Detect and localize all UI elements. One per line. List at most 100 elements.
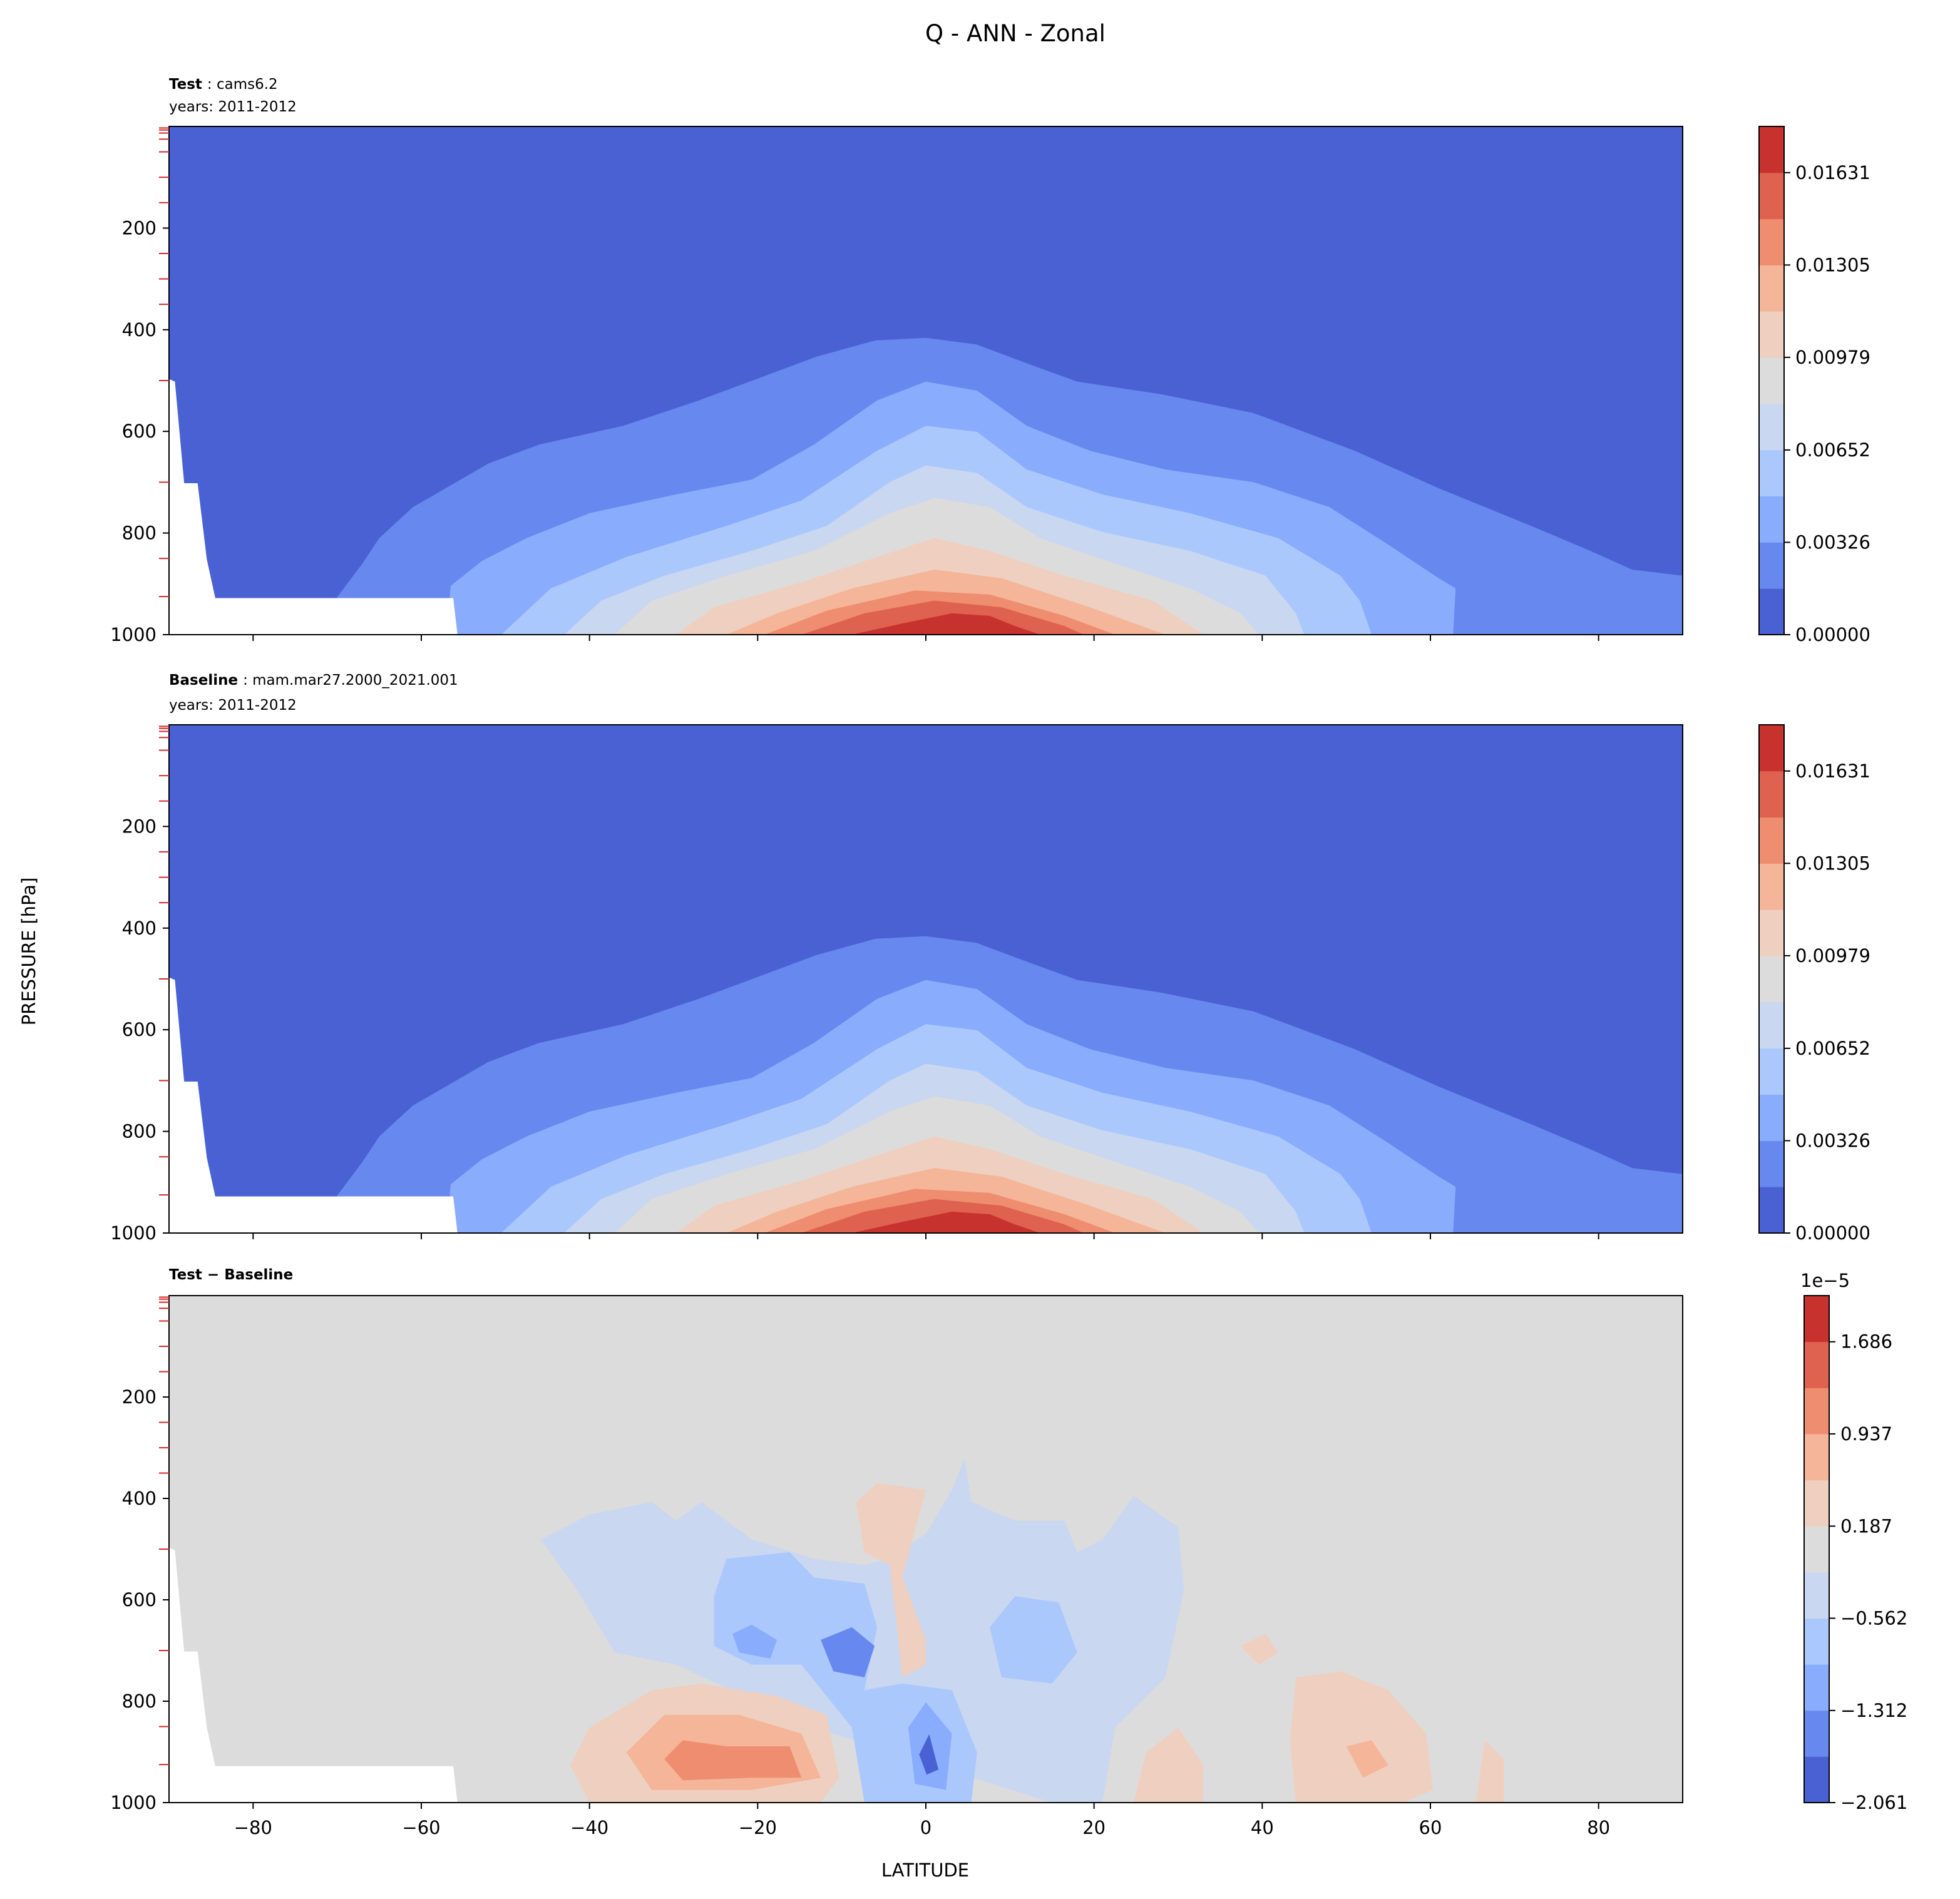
colorbar-band (1759, 1048, 1784, 1095)
colorbar-band (1759, 218, 1784, 265)
colorbar-band (1804, 1388, 1829, 1435)
y-tick-label: 400 (122, 918, 156, 939)
colorbar-tick-label: −2.061 (1840, 1792, 1907, 1813)
colorbar-tick-label: 0.00326 (1795, 1130, 1870, 1151)
panel-years: years: 2011-2012 (169, 697, 297, 714)
y-tick-label: 1000 (110, 1222, 156, 1244)
panel-title: Test − Baseline (169, 1267, 293, 1283)
contour-band (664, 1740, 802, 1781)
colorbar-band (1804, 1526, 1829, 1573)
x-tick-label: 0 (920, 1817, 931, 1838)
colorbar-tick-label: 0.00652 (1795, 1038, 1870, 1059)
colorbar-band (1804, 1572, 1829, 1619)
colorbar-band (1759, 1094, 1784, 1141)
colorbar-band (1759, 172, 1784, 220)
contour-band (990, 1596, 1077, 1684)
contour-band (856, 1483, 926, 1677)
colorbar-band (1804, 1341, 1829, 1388)
panel-title-bold: Test − Baseline (169, 1267, 293, 1283)
x-tick-label: 80 (1587, 1817, 1610, 1838)
x-tick-label: −60 (402, 1817, 440, 1838)
contour-band (919, 1734, 939, 1775)
y-tick-label: 600 (122, 1019, 156, 1040)
colorbar-tick-label: −0.562 (1840, 1607, 1907, 1629)
colorbar-tick-label: 0.00326 (1795, 531, 1870, 553)
colorbar-band (1804, 1756, 1829, 1803)
colorbar-offset-label: 1e−5 (1800, 1270, 1850, 1291)
colorbar-band (1759, 909, 1784, 956)
plot-area (169, 725, 1683, 1233)
y-tick-label: 200 (122, 217, 156, 238)
x-axis-label: LATITUDE (881, 1860, 969, 1881)
colorbar-band (1759, 403, 1784, 451)
colorbar-band (1759, 357, 1784, 404)
colorbar-band (1759, 126, 1784, 173)
colorbar-band (1804, 1710, 1829, 1757)
colorbar-frame (1758, 724, 1785, 1234)
panel-years: years: 2011-2012 (169, 99, 297, 115)
colorbar-tick-label: 0.00652 (1795, 439, 1870, 461)
figure-title: Q - ANN - Zonal (925, 20, 1106, 47)
colorbar-band (1759, 863, 1784, 910)
colorbar-tick-label: 0.00979 (1795, 347, 1870, 368)
colorbar-band (1759, 542, 1784, 589)
colorbar-tick-label: 0.01631 (1795, 760, 1870, 782)
colorbar-tick-label: 0.01305 (1795, 254, 1870, 275)
colorbar-band (1759, 770, 1784, 818)
y-tick-label: 800 (122, 1691, 156, 1712)
colorbar-band (1759, 1001, 1784, 1049)
contour-band (732, 1624, 777, 1659)
x-tick-label: 20 (1082, 1817, 1106, 1838)
contour-band (1346, 1740, 1388, 1778)
panel-title-bold: Test (169, 76, 202, 93)
contour-band (1133, 1728, 1204, 1803)
colorbar-frame (1804, 1295, 1830, 1803)
y-tick-label: 800 (122, 1121, 156, 1142)
colorbar-tick-label: 0.00000 (1795, 1222, 1870, 1244)
colorbar-tick-label: 0.937 (1840, 1423, 1892, 1445)
missing-data-mask (169, 379, 458, 635)
plot-area (169, 126, 1683, 635)
x-tick-label: −80 (234, 1817, 272, 1838)
panel-title-bold: Baseline (169, 672, 238, 688)
contour-band (1290, 1671, 1433, 1803)
missing-data-mask (169, 977, 458, 1233)
colorbar-tick-label: 0.00000 (1795, 624, 1870, 645)
panel-title-name: : mam.mar27.2000_2021.001 (243, 672, 458, 688)
contour-band (1240, 1634, 1278, 1665)
plot-area (169, 1296, 1683, 1803)
colorbar-band (1759, 311, 1784, 358)
y-tick-label: 1000 (110, 624, 156, 645)
colorbar-band (1804, 1480, 1829, 1527)
colorbar-band (1759, 265, 1784, 312)
x-tick-label: −20 (739, 1817, 777, 1838)
y-axis-label: PRESSURE [hPa] (18, 878, 39, 1026)
colorbar-band (1759, 588, 1784, 635)
contour-band (821, 1627, 875, 1677)
contour-band (851, 1211, 1040, 1233)
panel-title-name: : cams6.2 (207, 76, 278, 93)
y-tick-label: 600 (122, 421, 156, 442)
colorbar-band (1759, 449, 1784, 497)
y-tick-label: 400 (122, 319, 156, 340)
panel-title: Test : cams6.2 (169, 76, 278, 93)
colorbar-tick-label: 0.187 (1840, 1515, 1892, 1537)
colorbar-band (1759, 496, 1784, 543)
colorbar-band (1759, 956, 1784, 1003)
colorbar-tick-label: 0.01305 (1795, 852, 1870, 874)
contour-band (1475, 1740, 1504, 1803)
colorbar-tick-label: 0.00979 (1795, 945, 1870, 966)
x-tick-label: 40 (1251, 1817, 1274, 1838)
contour-band (851, 613, 1040, 635)
colorbar-band (1804, 1618, 1829, 1665)
x-tick-label: 60 (1419, 1817, 1442, 1838)
y-tick-label: 200 (122, 1386, 156, 1408)
x-tick-label: −40 (570, 1817, 608, 1838)
y-tick-label: 1000 (110, 1792, 156, 1813)
colorbar-band (1759, 817, 1784, 864)
colorbar-band (1759, 1140, 1784, 1187)
colorbar-band (1804, 1664, 1829, 1711)
missing-data-mask (169, 1547, 458, 1803)
colorbar-frame (1758, 126, 1785, 635)
